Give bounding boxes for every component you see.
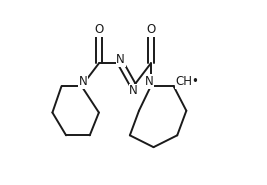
Text: N: N — [79, 75, 88, 88]
Text: N: N — [129, 84, 138, 97]
Text: CH•: CH• — [175, 75, 199, 88]
Text: N: N — [145, 75, 153, 88]
Text: O: O — [146, 23, 155, 36]
Text: O: O — [94, 23, 104, 36]
Text: N: N — [116, 53, 125, 66]
